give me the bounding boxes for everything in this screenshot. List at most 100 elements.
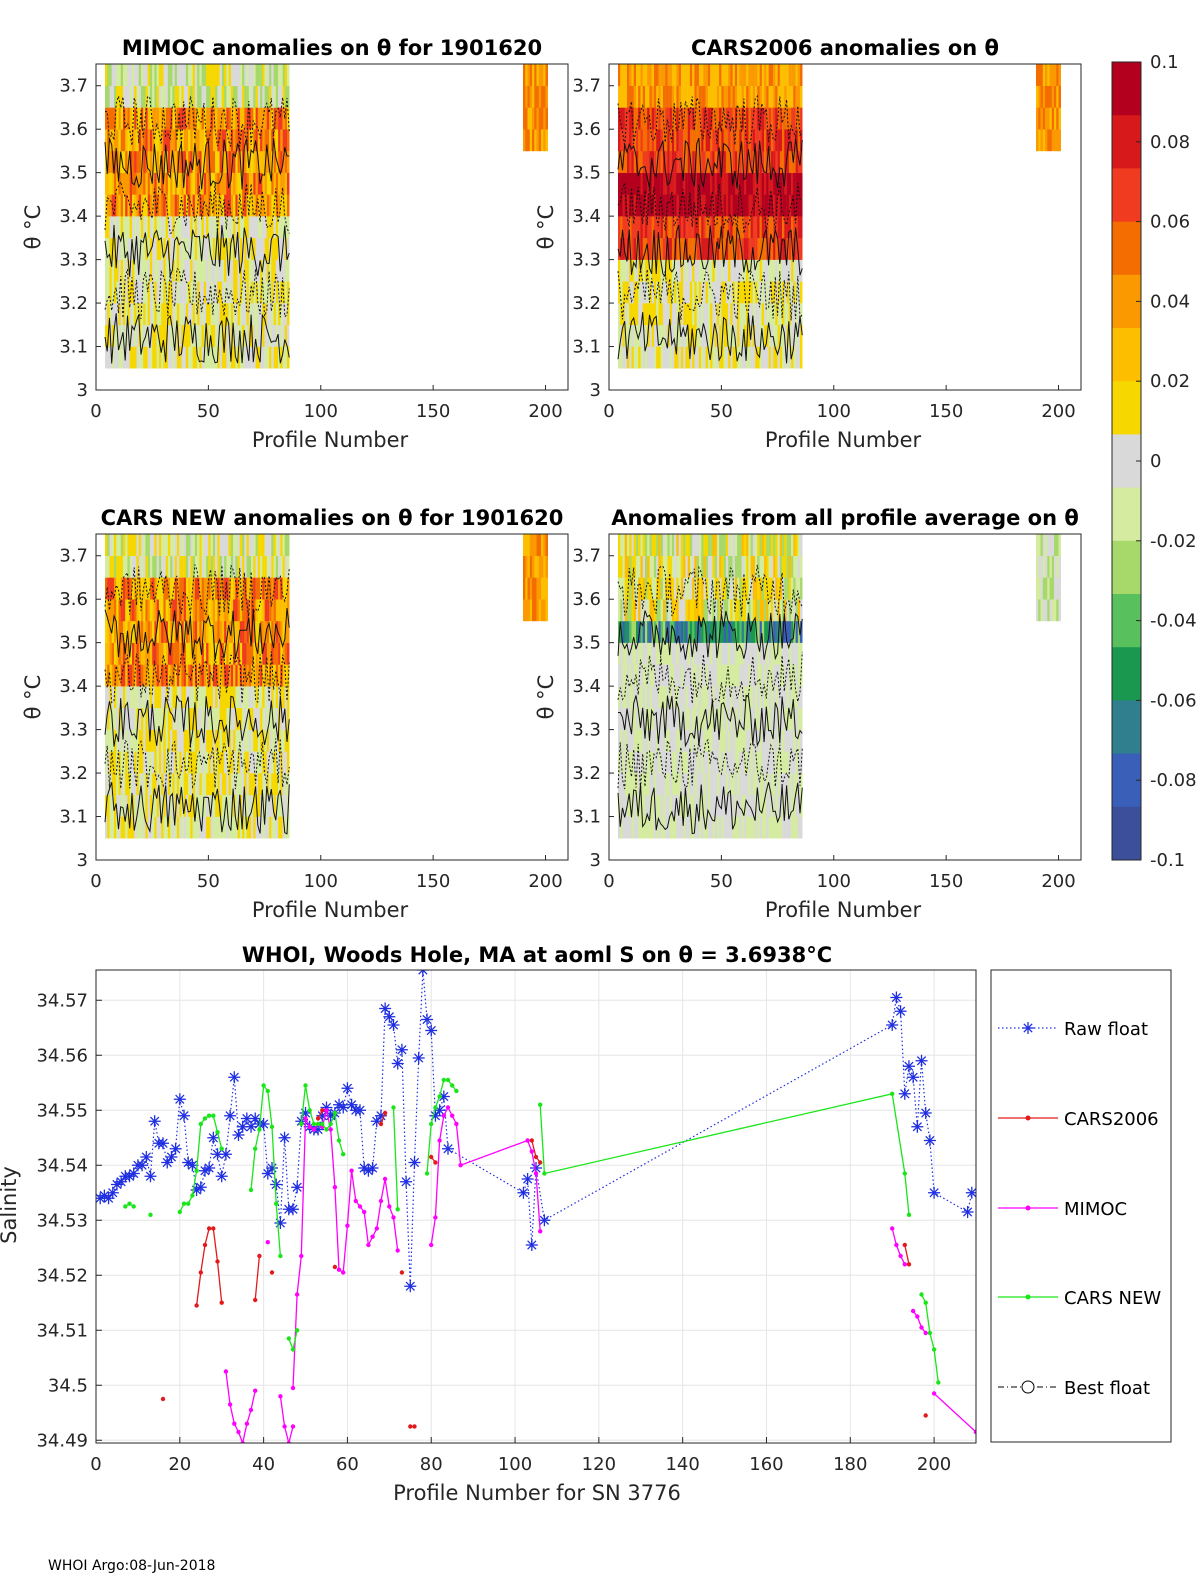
heatmap-cell	[271, 325, 274, 347]
heatmap-cell	[267, 347, 270, 369]
heatmap-cell	[244, 173, 247, 195]
heatmap-cell	[139, 129, 142, 151]
heatmap-cell	[665, 108, 668, 130]
heatmap-cell	[188, 325, 191, 347]
heatmap-cell	[105, 556, 108, 578]
heatmap-cell	[193, 556, 196, 578]
heatmap-cell	[161, 686, 164, 708]
heatmap-cell	[1043, 599, 1046, 621]
heatmap-cell	[168, 86, 171, 108]
heatmap-cell	[231, 64, 234, 86]
heatmap-cell	[112, 534, 115, 556]
heatmap-cell	[712, 556, 715, 578]
heatmap-cell	[276, 664, 279, 686]
heatmap-cell	[737, 325, 740, 347]
heatmap-cell	[260, 686, 263, 708]
heatmap-cell	[152, 599, 155, 621]
heatmap-cell	[643, 64, 646, 86]
heatmap-cell	[139, 64, 142, 86]
heatmap-cell	[715, 534, 718, 556]
heatmap-cell	[629, 281, 632, 303]
heatmap-cell	[708, 303, 711, 325]
heatmap-cell	[650, 325, 653, 347]
heatmap-cell	[757, 621, 760, 643]
heatmap-cell	[253, 194, 256, 216]
heatmap-cell	[213, 129, 216, 151]
heatmap-cell	[137, 578, 140, 600]
heatmap-cell	[202, 534, 205, 556]
heatmap-cell	[645, 64, 648, 86]
heatmap-cell	[771, 817, 774, 839]
heatmap-cell	[107, 556, 110, 578]
heatmap-cell	[119, 216, 122, 238]
heatmap-cell	[235, 556, 238, 578]
heatmap-cell	[260, 534, 263, 556]
heatmap-cell	[125, 173, 128, 195]
heatmap-cell	[238, 773, 241, 795]
heatmap-cell	[278, 556, 281, 578]
heatmap-cell	[733, 86, 736, 108]
heatmap-cell	[199, 129, 202, 151]
heatmap-cell	[213, 534, 216, 556]
heatmap-cell	[658, 64, 661, 86]
x-tick-label: 100	[817, 871, 851, 892]
heatmap-cell	[202, 556, 205, 578]
heatmap-cell	[253, 86, 256, 108]
heatmap-cell	[744, 64, 747, 86]
y-tick-label: 3.2	[59, 293, 88, 314]
heatmap-cell	[690, 129, 693, 151]
heatmap-cell	[197, 708, 200, 730]
heatmap-cell	[793, 773, 796, 795]
heatmap-cell	[715, 281, 718, 303]
heatmap-cell	[762, 534, 765, 556]
heatmap-cell	[625, 260, 628, 282]
heatmap-cell	[215, 578, 218, 600]
heatmap-cell	[800, 86, 803, 108]
heatmap-cell	[139, 281, 142, 303]
x-tick-label: 150	[416, 401, 450, 422]
heatmap-cell	[733, 730, 736, 752]
heatmap-cell	[800, 281, 803, 303]
heatmap-cell	[233, 64, 236, 86]
heatmap-cell	[703, 686, 706, 708]
heatmap-cell	[697, 64, 700, 86]
heatmap-cell	[199, 534, 202, 556]
heatmap-cell	[530, 578, 533, 600]
heatmap-cell	[793, 556, 796, 578]
heatmap-cell	[229, 599, 232, 621]
heatmap-cell	[253, 173, 256, 195]
heatmap-cell	[148, 599, 151, 621]
heatmap-cell	[157, 556, 160, 578]
heatmap-cell	[143, 730, 146, 752]
heatmap-cell	[681, 64, 684, 86]
heatmap-cell	[697, 238, 700, 260]
heatmap-cell	[260, 664, 263, 686]
heatmap-cell	[1038, 578, 1041, 600]
heatmap-cell	[215, 151, 218, 173]
heatmap-cell	[222, 64, 225, 86]
heatmap-cell	[784, 64, 787, 86]
heatmap-cell	[683, 686, 686, 708]
heatmap-cell	[733, 151, 736, 173]
heatmap-cell	[652, 64, 655, 86]
heatmap-cell	[719, 751, 722, 773]
heatmap-cell	[123, 556, 126, 578]
heatmap-cell	[703, 281, 706, 303]
heatmap-cell	[667, 708, 670, 730]
heatmap-cell	[123, 534, 126, 556]
heatmap-cell	[157, 238, 160, 260]
heatmap-cell	[262, 578, 265, 600]
heatmap-cell	[708, 325, 711, 347]
heatmap-cell	[150, 578, 153, 600]
heatmap-cell	[249, 773, 252, 795]
heatmap-cell	[721, 730, 724, 752]
heatmap-cell	[267, 751, 270, 773]
heatmap-cell	[199, 325, 202, 347]
heatmap-cell	[224, 194, 227, 216]
heatmap-cell	[240, 216, 243, 238]
heatmap-cell	[692, 817, 695, 839]
heatmap-cell	[193, 238, 196, 260]
heatmap-cell	[775, 664, 778, 686]
heatmap-cell	[159, 281, 162, 303]
heatmap-cell	[265, 751, 268, 773]
